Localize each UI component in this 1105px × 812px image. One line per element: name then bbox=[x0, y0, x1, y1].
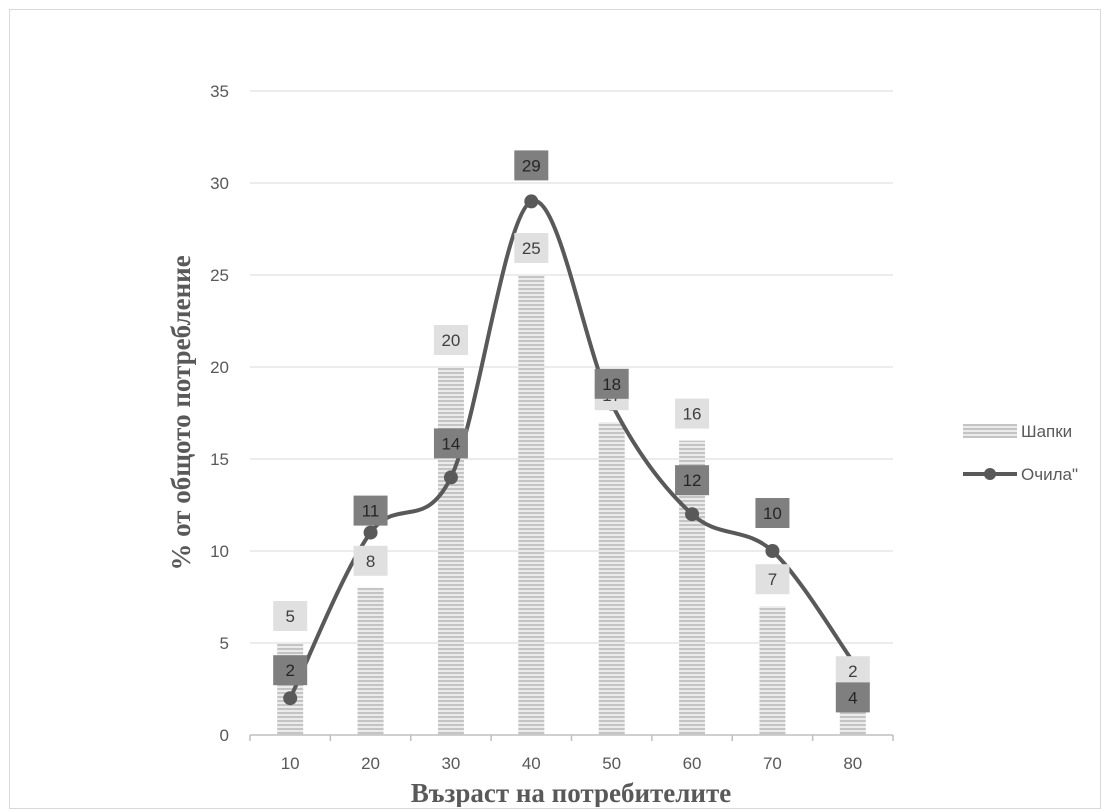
legend-item-bar: Шапки bbox=[963, 422, 1072, 441]
bar bbox=[759, 606, 786, 735]
legend-label-bar: Шапки bbox=[1021, 422, 1072, 441]
legend-item-line: Очила" bbox=[963, 465, 1078, 484]
line-marker bbox=[685, 507, 700, 522]
bar-series bbox=[277, 275, 866, 735]
y-tick-label: 15 bbox=[210, 450, 229, 469]
line-data-label-text: 12 bbox=[683, 471, 702, 490]
bar bbox=[518, 275, 545, 735]
line-data-label-text: 18 bbox=[602, 375, 621, 394]
line-marker bbox=[283, 691, 298, 706]
bar bbox=[357, 587, 384, 735]
line-data-label-text: 11 bbox=[362, 502, 380, 521]
x-tick-label: 50 bbox=[602, 754, 621, 773]
line-data-label-text: 14 bbox=[441, 434, 460, 453]
line-marker bbox=[765, 544, 780, 558]
line-data-label-box bbox=[514, 150, 549, 181]
bar-data-label-text: 25 bbox=[522, 239, 541, 258]
bar-data-label-text: 16 bbox=[683, 405, 702, 424]
bar-data-label-text: 5 bbox=[285, 607, 294, 626]
bar-data-label: 20 bbox=[433, 325, 468, 355]
bar-data-label: 7 bbox=[755, 564, 790, 595]
x-tick-label: 60 bbox=[683, 754, 702, 773]
legend-label-line: Очила" bbox=[1021, 465, 1078, 484]
line-data-label-box bbox=[675, 465, 710, 496]
line-marker bbox=[524, 194, 539, 209]
bar-data-label-box bbox=[353, 545, 388, 576]
line-data-label: 18 bbox=[594, 368, 629, 399]
y-tick-label: 20 bbox=[210, 358, 229, 377]
bar-data-label: 5 bbox=[273, 601, 308, 631]
bar-data-label: 8 bbox=[353, 545, 388, 576]
line-data-label-box bbox=[594, 368, 629, 399]
legend-marker-line bbox=[984, 468, 996, 480]
bar-data-label: 25 bbox=[514, 233, 549, 263]
line-data-label: 2 bbox=[273, 655, 308, 686]
bar bbox=[437, 367, 464, 735]
y-axis-title: % от общото потребление bbox=[166, 255, 196, 570]
line-data-label: 11 bbox=[353, 495, 388, 526]
line-data-label: 14 bbox=[433, 428, 468, 459]
line-data-label: 29 bbox=[514, 150, 549, 181]
line-data-label-box bbox=[273, 655, 308, 686]
line-data-label-text: 29 bbox=[522, 156, 541, 175]
y-tick-label: 30 bbox=[210, 174, 229, 193]
line-data-label: 12 bbox=[675, 465, 710, 496]
line-data-label-text: 10 bbox=[763, 504, 782, 523]
line-marker bbox=[363, 525, 378, 540]
line-data-label-box bbox=[835, 682, 870, 713]
legend: Шапки Очила" bbox=[963, 422, 1078, 484]
bar-data-label-box bbox=[273, 601, 308, 631]
x-axis-title: Възраст на потребителите bbox=[411, 778, 731, 807]
data-labels: 58202517167221114291812104 bbox=[273, 150, 870, 713]
bar-data-label-box bbox=[433, 325, 468, 355]
y-tick-label: 35 bbox=[210, 82, 229, 101]
bar-data-label-box bbox=[835, 656, 870, 687]
y-tick-label: 10 bbox=[210, 542, 229, 561]
bar-data-label-text: 20 bbox=[441, 331, 460, 350]
x-tick-label: 40 bbox=[522, 754, 541, 773]
bar-data-label-text: 8 bbox=[366, 552, 375, 571]
y-tick-label: 5 bbox=[220, 634, 229, 653]
bar-data-label-text: 2 bbox=[848, 662, 857, 681]
x-tick-label: 20 bbox=[361, 754, 380, 773]
bar-data-label-box bbox=[514, 233, 549, 263]
line-data-label: 10 bbox=[755, 498, 790, 528]
x-tick-label: 30 bbox=[441, 754, 460, 773]
bar-data-label-box bbox=[675, 398, 710, 429]
line-data-label-box bbox=[433, 428, 468, 459]
chart-frame bbox=[9, 9, 1101, 809]
line-data-label-box bbox=[353, 495, 388, 526]
bar bbox=[598, 422, 625, 735]
line-data-label-text: 2 bbox=[285, 661, 294, 680]
x-tick-label: 70 bbox=[763, 754, 782, 773]
x-tick-label: 10 bbox=[281, 754, 300, 773]
legend-swatch-bar bbox=[963, 424, 1017, 438]
bar-data-label-box bbox=[755, 564, 790, 595]
line-data-label-box bbox=[755, 498, 790, 528]
bar-data-label-text: 7 bbox=[768, 570, 777, 589]
y-tick-label: 0 bbox=[220, 726, 229, 745]
line-data-label: 4 bbox=[835, 682, 870, 713]
x-tick-label: 80 bbox=[843, 754, 862, 773]
bar-data-label: 2 bbox=[835, 656, 870, 687]
bar-data-label: 16 bbox=[675, 398, 710, 429]
line-marker bbox=[443, 470, 458, 485]
y-tick-label: 25 bbox=[210, 266, 229, 285]
line-data-label-text: 4 bbox=[848, 688, 857, 707]
